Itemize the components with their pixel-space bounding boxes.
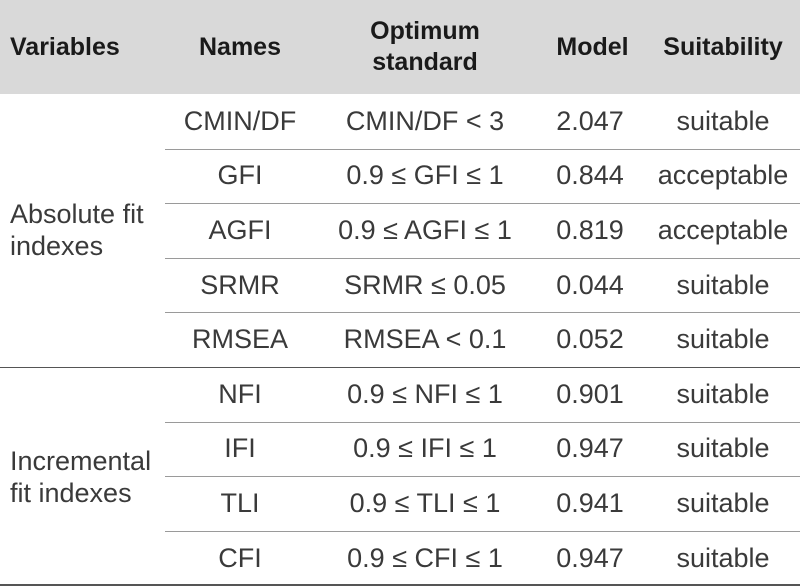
cell-optimum-standard: RMSEA < 0.1 — [343, 324, 507, 355]
cell-suitability: acceptable — [657, 214, 789, 245]
cell-optimum-standard: SRMR ≤ 0.05 — [344, 269, 506, 300]
header-names: Names — [199, 32, 281, 61]
header-variables: Variables — [10, 32, 120, 61]
cell-optimum-standard: 0.9 ≤ TLI ≤ 1 — [349, 487, 501, 518]
cell-name: CFI — [218, 542, 262, 573]
cell-model: 0.052 — [556, 324, 624, 355]
cell-model: 0.941 — [556, 487, 624, 518]
cell-suitability: suitable — [676, 105, 770, 136]
group-label-absolute: Absolute fit indexes — [10, 199, 144, 261]
cell-suitability: suitable — [676, 269, 770, 300]
row-divider — [165, 421, 800, 423]
cell-optimum-standard: CMIN/DF < 3 — [345, 105, 505, 136]
cell-model: 0.819 — [556, 214, 624, 245]
cell-optimum-standard: 0.9 ≤ GFI ≤ 1 — [346, 160, 504, 191]
row-divider — [165, 476, 800, 478]
row-divider — [165, 530, 800, 532]
cell-model: 0.044 — [556, 269, 624, 300]
header-optimum-standard: Optimum standard — [370, 17, 480, 76]
cell-name: SRMR — [200, 269, 280, 300]
row-divider — [165, 257, 800, 259]
table-bottom-rule — [0, 584, 800, 586]
header-model: Model — [556, 32, 629, 61]
table-header: Variables Names Optimum standard Model S… — [0, 0, 800, 94]
cell-name: AGFI — [208, 214, 272, 245]
row-divider — [165, 148, 800, 150]
cell-suitability: suitable — [676, 378, 770, 409]
cell-suitability: suitable — [676, 542, 770, 573]
cell-name: TLI — [220, 487, 260, 518]
cell-suitability: suitable — [676, 324, 770, 355]
cell-name: GFI — [217, 160, 263, 191]
header-suitability: Suitability — [663, 32, 783, 61]
cell-name: IFI — [224, 433, 256, 464]
row-divider — [165, 203, 800, 205]
cell-model: 0.901 — [556, 378, 624, 409]
cell-optimum-standard: 0.9 ≤ NFI ≤ 1 — [347, 378, 503, 409]
cell-optimum-standard: 0.9 ≤ IFI ≤ 1 — [353, 433, 497, 464]
cell-model: 0.947 — [556, 542, 624, 573]
cell-suitability: acceptable — [657, 160, 789, 191]
cell-optimum-standard: 0.9 ≤ AGFI ≤ 1 — [338, 214, 512, 245]
cell-suitability: suitable — [676, 487, 770, 518]
cell-name: NFI — [218, 378, 262, 409]
cell-optimum-standard: 0.9 ≤ CFI ≤ 1 — [347, 542, 503, 573]
cell-model: 0.947 — [556, 433, 624, 464]
cell-model: 0.844 — [556, 160, 624, 191]
cell-suitability: suitable — [676, 433, 770, 464]
group-label-incremental: Incremental fit indexes — [10, 446, 152, 508]
group-divider — [0, 367, 800, 368]
cell-name: RMSEA — [191, 324, 289, 355]
cell-name: CMIN/DF — [183, 105, 297, 136]
cell-model: 2.047 — [556, 105, 624, 136]
row-divider — [165, 312, 800, 314]
